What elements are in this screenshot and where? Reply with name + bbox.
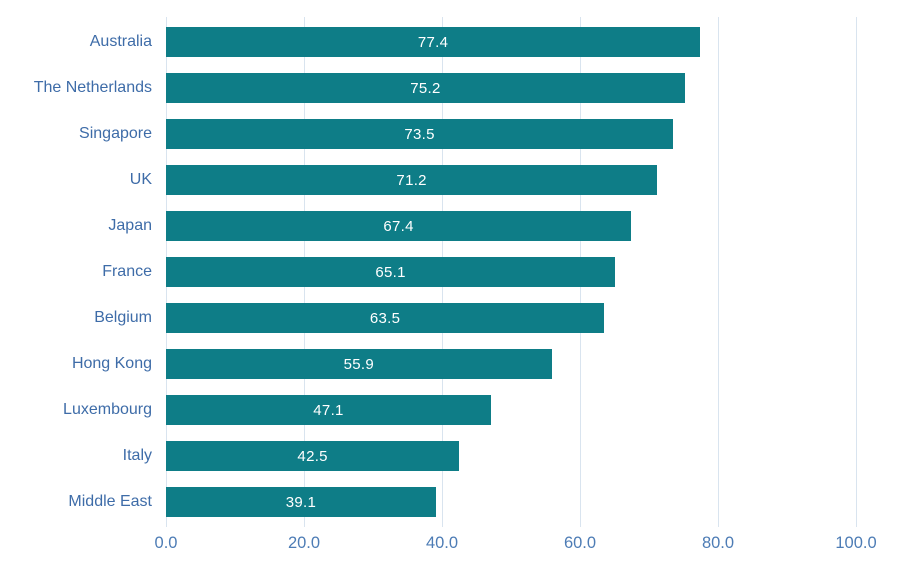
bar: 39.1 (166, 487, 436, 517)
gridline (856, 17, 857, 527)
bar-track: 77.4 (166, 27, 856, 57)
gridline (718, 17, 719, 527)
bar-row: Japan 67.4 (0, 211, 900, 241)
bar-value-label: 42.5 (297, 447, 328, 465)
bar-value-label: 47.1 (313, 401, 344, 419)
bar-value-label: 71.2 (396, 171, 427, 189)
category-label: Australia (89, 33, 152, 50)
bar-track: 42.5 (166, 441, 856, 471)
category-label: France (102, 263, 152, 280)
bar-row: Luxembourg 47.1 (0, 395, 900, 425)
bar: 47.1 (166, 395, 491, 425)
bar-row: Singapore 73.5 (0, 119, 900, 149)
x-tick-label: 100.0 (835, 534, 877, 552)
bar: 63.5 (166, 303, 605, 333)
bar-value-label: 67.4 (383, 217, 414, 235)
bar-track: 47.1 (166, 395, 856, 425)
bar: 71.2 (166, 165, 658, 195)
bar: 65.1 (166, 257, 616, 287)
category-label: Singapore (79, 125, 152, 142)
bar-row: France 65.1 (0, 257, 900, 287)
x-axis: 0.0 20.0 40.0 60.0 80.0 100.0 (155, 534, 877, 556)
bar-track: 71.2 (166, 165, 856, 195)
bar-track: 73.5 (166, 119, 856, 149)
category-label: Italy (122, 447, 152, 464)
x-tick-label: 20.0 (287, 534, 321, 552)
category-label: Luxembourg (63, 401, 152, 418)
bar-value-label: 73.5 (404, 125, 435, 143)
bar: 55.9 (166, 349, 552, 379)
bar-track: 75.2 (166, 73, 856, 103)
bar-track: 67.4 (166, 211, 856, 241)
bar-track: 55.9 (166, 349, 856, 379)
bar-value-label: 65.1 (375, 263, 406, 281)
x-tick-label: 80.0 (701, 534, 735, 552)
bar: 67.4 (166, 211, 632, 241)
bar-track: 39.1 (166, 487, 856, 517)
bar: 75.2 (166, 73, 685, 103)
bar-rows: Australia 77.4 The Netherlands 75.2 Sing… (0, 27, 900, 533)
bar-row: Middle East 39.1 (0, 487, 900, 517)
bar-row: Belgium 63.5 (0, 303, 900, 333)
x-tick-label: 0.0 (154, 534, 178, 552)
bar-row: Hong Kong 55.9 (0, 349, 900, 379)
category-label: UK (129, 171, 152, 188)
bar-row: Australia 77.4 (0, 27, 900, 57)
x-tick-label: 40.0 (425, 534, 459, 552)
bar-value-label: 55.9 (343, 355, 375, 373)
category-label: The Netherlands (33, 79, 152, 96)
bar-row: UK 71.2 (0, 165, 900, 195)
bar-track: 65.1 (166, 257, 856, 287)
bar: 73.5 (166, 119, 674, 149)
bar-row: The Netherlands 75.2 (0, 73, 900, 103)
bar-track: 63.5 (166, 303, 856, 333)
category-label: Middle East (68, 493, 152, 510)
category-label: Japan (108, 217, 152, 234)
category-label: Belgium (94, 309, 152, 326)
bar: 42.5 (166, 441, 460, 471)
bar-value-label: 63.5 (369, 309, 401, 327)
bar: 77.4 (166, 27, 701, 57)
bar-row: Italy 42.5 (0, 441, 900, 471)
bar-value-label: 77.4 (417, 33, 449, 51)
x-tick-label: 60.0 (563, 534, 597, 552)
bar-value-label: 75.2 (410, 79, 441, 97)
category-label: Hong Kong (71, 355, 152, 372)
bar-value-label: 39.1 (285, 493, 317, 511)
